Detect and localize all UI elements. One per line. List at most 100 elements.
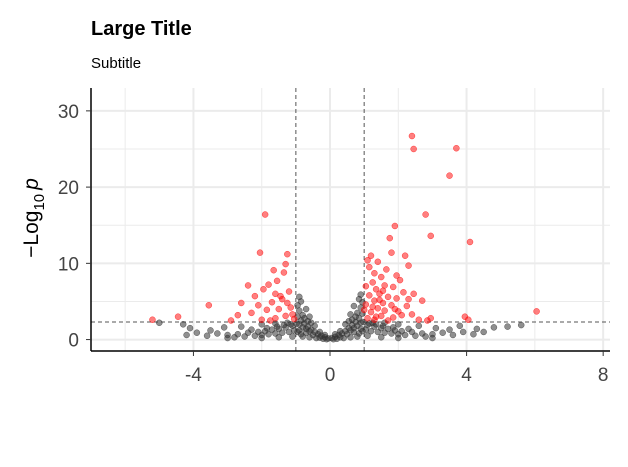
- data-point: [290, 315, 298, 323]
- data-point: [156, 319, 163, 327]
- chart-title: Large Title: [91, 18, 192, 40]
- data-point: [376, 296, 383, 304]
- y-tick-label: 10: [58, 254, 79, 275]
- x-tick-label: 0: [325, 365, 336, 386]
- data-point: [316, 328, 324, 336]
- data-point: [418, 330, 426, 337]
- data-point: [337, 327, 344, 335]
- data-point: [255, 302, 262, 309]
- data-point: [355, 330, 363, 337]
- data-point: [398, 327, 405, 335]
- data-point: [473, 325, 481, 333]
- data-point: [364, 314, 371, 322]
- data-point: [389, 314, 397, 321]
- x-tick-label: 4: [461, 365, 472, 386]
- data-point: [282, 312, 289, 320]
- data-point: [263, 306, 271, 314]
- data-point: [275, 305, 283, 313]
- data-point: [174, 313, 182, 320]
- data-point: [391, 222, 399, 230]
- data-point: [205, 302, 213, 309]
- data-point: [364, 332, 371, 340]
- data-point: [393, 295, 400, 302]
- data-point: [391, 305, 399, 313]
- data-point: [504, 323, 511, 330]
- data-point: [287, 304, 294, 311]
- data-point: [408, 311, 416, 318]
- data-point: [372, 313, 380, 320]
- data-point: [330, 335, 337, 343]
- data-point: [367, 327, 375, 335]
- chart-subtitle: Subtitle: [91, 55, 141, 72]
- data-point: [517, 321, 525, 329]
- data-point: [265, 281, 272, 288]
- data-point: [381, 307, 388, 314]
- data-point: [432, 324, 440, 332]
- data-point: [456, 322, 464, 330]
- data-point: [214, 330, 221, 337]
- data-point: [260, 286, 267, 293]
- data-point: [374, 258, 382, 266]
- data-point: [280, 269, 288, 276]
- y-tick-label: 0: [68, 331, 79, 352]
- data-point: [297, 330, 305, 338]
- data-point: [459, 328, 467, 336]
- data-point: [268, 298, 276, 306]
- data-point: [384, 317, 392, 324]
- data-point: [237, 299, 245, 307]
- data-point: [401, 252, 409, 259]
- data-point: [367, 308, 375, 316]
- data-point: [415, 322, 423, 330]
- data-point: [533, 308, 540, 315]
- data-point: [398, 311, 405, 319]
- data-point: [277, 292, 284, 300]
- data-point: [263, 324, 271, 332]
- data-point: [393, 272, 400, 279]
- data-point: [224, 334, 231, 342]
- data-point: [149, 316, 156, 323]
- data-point: [186, 324, 194, 332]
- data-point: [410, 145, 417, 153]
- data-point: [366, 292, 373, 299]
- data-point: [377, 273, 385, 281]
- data-point: [302, 305, 310, 313]
- data-point: [357, 291, 364, 298]
- data-point: [403, 302, 411, 310]
- data-point: [203, 332, 211, 340]
- x-tick-label: 8: [598, 365, 609, 386]
- data-point: [302, 325, 310, 333]
- data-point: [285, 328, 293, 336]
- data-point: [220, 324, 228, 331]
- data-point: [405, 325, 412, 333]
- data-points: [149, 132, 540, 343]
- data-point: [389, 283, 397, 291]
- data-point: [248, 326, 255, 333]
- data-point: [289, 333, 296, 340]
- data-point: [396, 276, 404, 284]
- data-point: [362, 301, 370, 308]
- data-point: [193, 329, 201, 336]
- data-point: [415, 316, 423, 323]
- data-point: [446, 172, 453, 179]
- data-point: [270, 266, 277, 274]
- data-point: [384, 293, 392, 301]
- data-point: [350, 302, 358, 310]
- data-point: [183, 331, 190, 339]
- data-point: [179, 321, 187, 328]
- x-tick-label: -4: [185, 365, 202, 386]
- data-point: [251, 292, 259, 300]
- data-point: [422, 211, 429, 218]
- data-point: [470, 330, 477, 338]
- data-point: [362, 282, 370, 290]
- data-point: [285, 288, 293, 295]
- data-point: [275, 334, 283, 341]
- data-point: [207, 327, 214, 334]
- data-point: [267, 317, 274, 324]
- data-point: [360, 318, 367, 326]
- y-tick-label: 20: [58, 178, 79, 199]
- data-point: [258, 334, 265, 342]
- data-point: [405, 295, 412, 303]
- data-point: [364, 257, 371, 264]
- data-point: [345, 318, 353, 325]
